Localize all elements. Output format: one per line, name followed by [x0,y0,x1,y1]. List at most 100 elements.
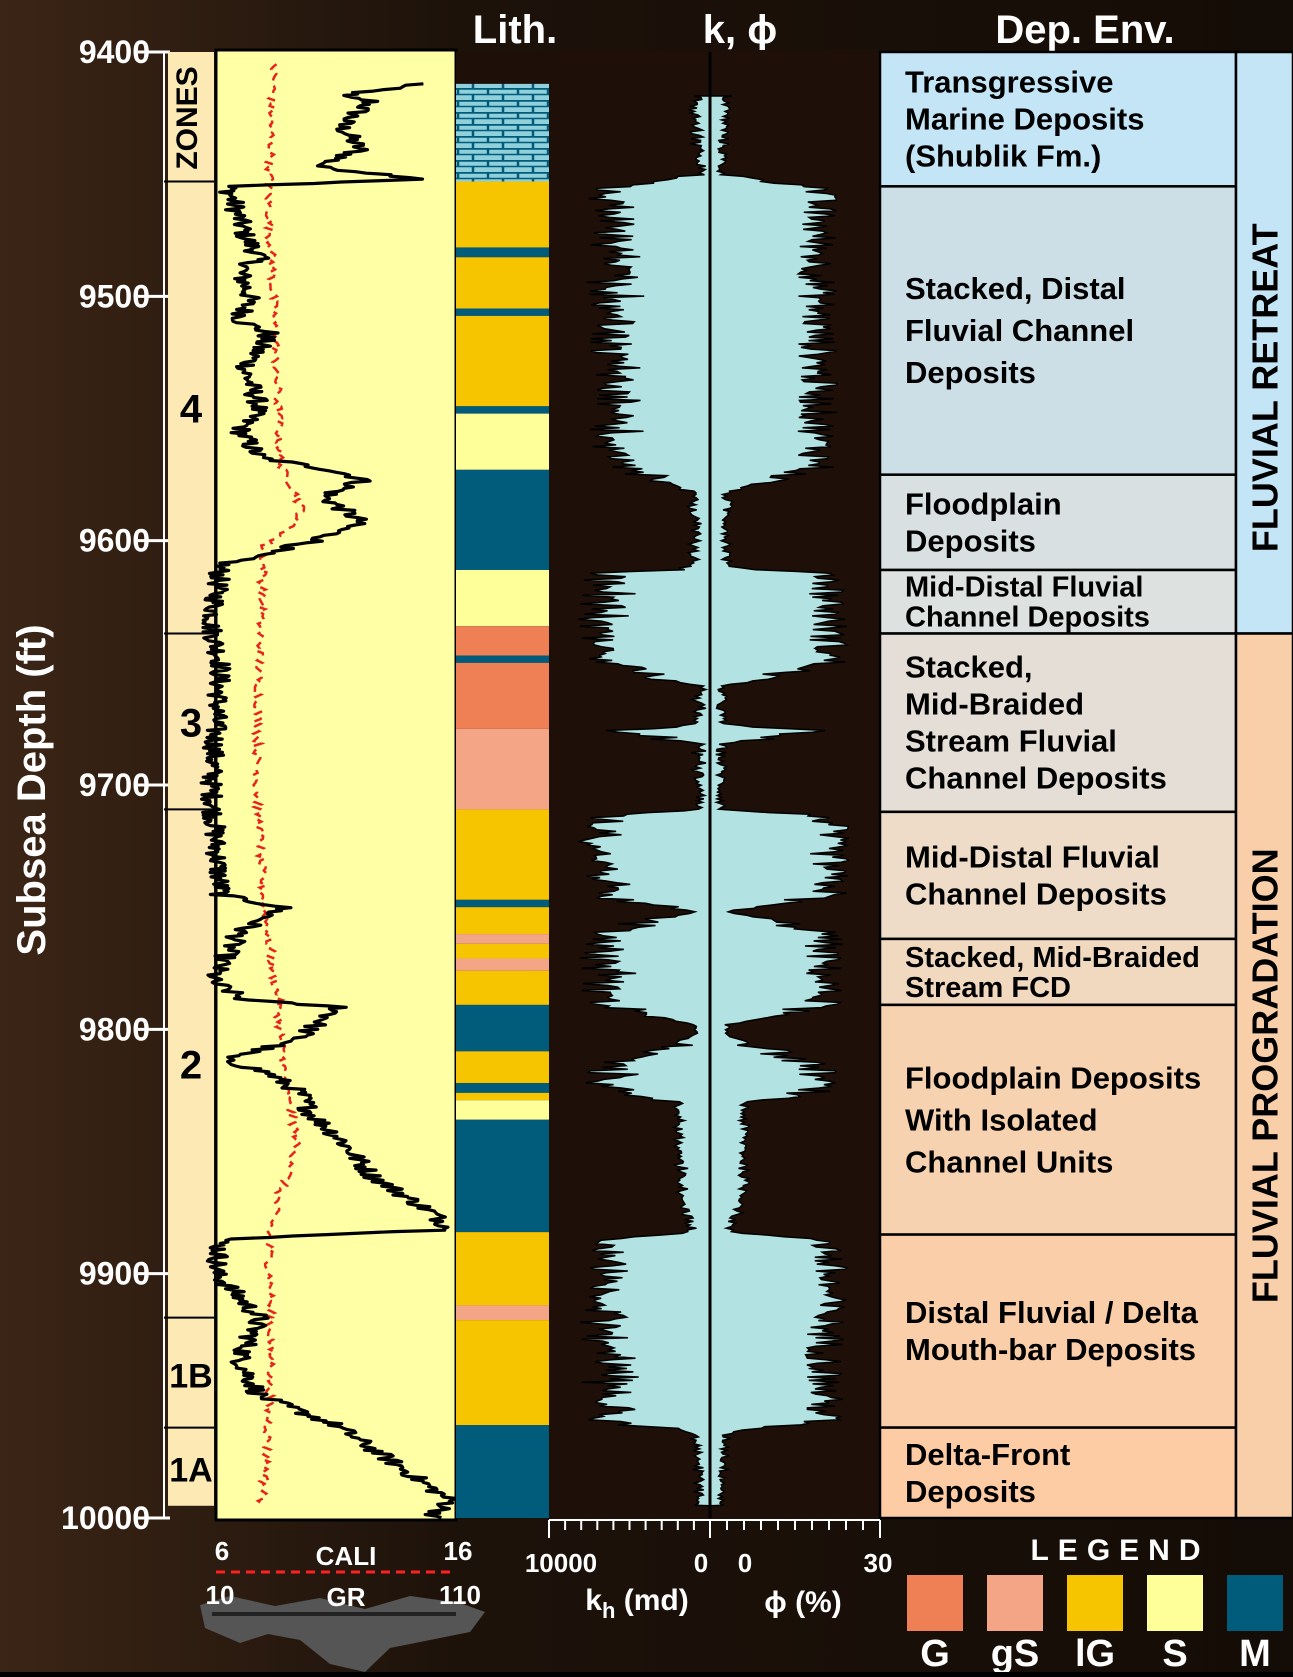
legend-swatch-S [1147,1575,1203,1631]
gr-curve [199,82,458,1520]
lith-gap [456,52,549,84]
dep-env-box [878,1426,1238,1520]
header-lith: Lith. [473,8,557,52]
lith-lG [456,1232,549,1306]
dep-env-box [878,1233,1238,1429]
gr-max: 110 [439,1580,481,1610]
dep-env-label-line: With Isolated [905,1102,1098,1137]
lith-M [456,1083,549,1093]
dep-env-label-line: Floodplain [905,486,1062,521]
legend-label-gS: gS [991,1633,1040,1672]
cali-max: 16 [444,1536,473,1566]
sequence-box [1234,632,1293,1520]
lith-limestone [456,83,549,182]
lith-lG [456,257,549,309]
kh-curve [577,95,711,1507]
legend-title: LEGEND [1030,1534,1209,1567]
sequence-label: FLUVIAL RETREAT [1245,223,1286,552]
lith-gS [456,958,549,971]
zone-label-4: 4 [180,388,203,432]
lith-M [456,406,549,414]
dep-env-box [878,810,1238,941]
dep-env-label-line: Mouth-bar Deposits [905,1332,1196,1367]
legend-swatch-gS [987,1575,1043,1631]
gr-min: 10 [206,1580,235,1610]
lith-lG [456,181,549,248]
cali-label: CALI [316,1541,377,1571]
lith-M [456,469,549,570]
cali-scale: 6 CALI 16 [215,1536,473,1574]
depth-axis-title: Subsea Depth (ft) [10,624,54,955]
k-phi-scale-ticks [548,1519,881,1538]
lith-lG [456,1051,549,1084]
dep-env-label-line: Deposits [905,355,1036,390]
dep-env-label-line: Stacked, [905,650,1033,685]
dep-env-box [878,50,1238,188]
lith-M [456,1425,549,1518]
lith-M [456,899,549,908]
zones-title: ZONES [171,66,204,169]
lith-gS [456,728,549,810]
dep-env-label-line: Marine Deposits [905,102,1144,137]
zones-track: ZONES 4 3 2 1B 1A [164,52,214,1506]
lith-M [456,1004,549,1052]
lith-lG [456,943,549,959]
header-dep-env: Dep. Env. [995,8,1174,52]
dep-env-label-line: Channel Deposits [905,876,1167,911]
lith-S [456,569,549,627]
legend-label-S: S [1162,1633,1187,1672]
dep-env-label-line: Deposits [905,523,1036,558]
dep-env-box [878,185,1238,476]
depth-label-9700: 9700 [79,767,150,803]
zone-2 [168,809,214,1318]
legend-swatch-lG [1067,1575,1123,1631]
lith-lG [456,1092,549,1101]
dep-env-label-line: Stacked, Distal [905,271,1126,306]
zone-label-1A: 1A [169,1452,212,1490]
depth-label-10000: 10000 [61,1500,150,1536]
zone-4 [168,181,214,634]
dep-env-label-line: Mid-Distal Fluvial [905,839,1160,874]
sequence-box [1234,50,1293,635]
zone-label-2: 2 [180,1044,202,1088]
lith-lG [456,970,549,1005]
phi-right: 30 [864,1548,893,1578]
lith-lG [456,907,549,935]
cali-min: 6 [215,1536,229,1566]
phi-scale: 0 30 ϕ (%) [738,1548,893,1619]
dep-env-label-line: Channel Deposits [905,602,1150,634]
dep-env-box [878,632,1238,814]
dep-env-label-line: Stacked, Mid-Braided [905,942,1200,974]
zone-label-1B: 1B [169,1358,212,1396]
lith-M [456,308,549,316]
lithology-column [456,52,549,1518]
legend-label-M: M [1239,1633,1271,1672]
lith-S [456,1100,549,1120]
dep-env-label-line: Distal Fluvial / Delta [905,1295,1199,1330]
lith-lG [456,809,549,900]
sequence-label: FLUVIAL PROGRADATION [1245,848,1286,1303]
legend-swatch-M [1227,1575,1283,1631]
header-k-phi: k, ϕ [703,8,777,52]
sequence-column: FLUVIAL RETREAT FLUVIAL PROGRADATION [1234,50,1293,1520]
dep-env-label-line: Mid-Distal Fluvial [905,572,1143,604]
phi-left: 0 [738,1548,752,1578]
lith-lG [456,315,549,407]
zones-header-box [168,52,214,182]
k-phi-curves [577,52,850,1518]
lith-M [456,247,549,258]
gr-scale: 10 GR 110 [200,1580,485,1672]
kh-right: 0 [694,1548,708,1578]
lith-lG [456,1320,549,1426]
depth-label-9600: 9600 [79,523,150,559]
cali-curve [250,63,306,1507]
gr-label: GR [327,1582,366,1612]
depth-axis: 9400 9500 9600 9700 9800 9900 10000 [61,34,170,1536]
lith-M [456,1119,549,1233]
phi-label: ϕ (%) [764,1586,841,1619]
dep-env-box [878,1003,1238,1236]
dep-env-label-line: Delta-Front [905,1437,1070,1472]
